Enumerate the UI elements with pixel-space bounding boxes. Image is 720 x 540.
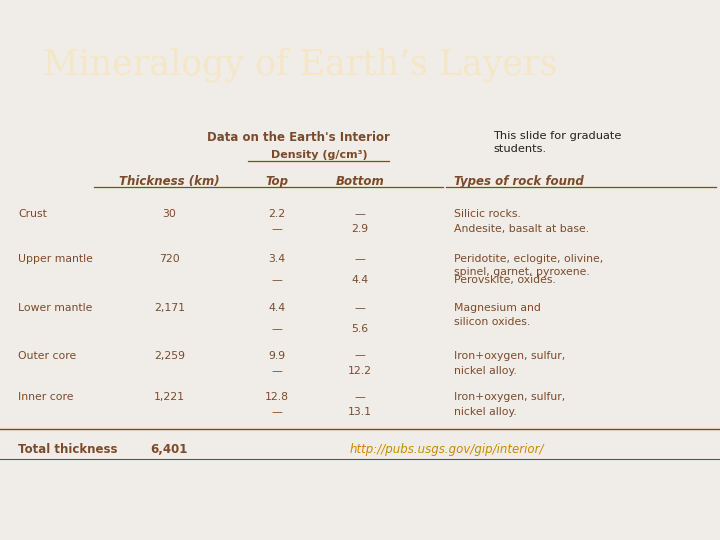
Text: 9.9: 9.9	[269, 350, 286, 361]
Text: 4.4: 4.4	[269, 303, 286, 313]
Text: Iron+oxygen, sulfur,: Iron+oxygen, sulfur,	[454, 350, 565, 361]
Text: Total thickness: Total thickness	[18, 442, 117, 456]
Text: Mineralogy of Earth’s Layers: Mineralogy of Earth’s Layers	[43, 48, 558, 82]
Text: Crust: Crust	[18, 210, 47, 219]
Text: Top: Top	[266, 176, 289, 188]
Text: Bottom: Bottom	[336, 176, 384, 188]
Text: 2,259: 2,259	[153, 350, 185, 361]
Text: 2,171: 2,171	[153, 303, 185, 313]
Text: 4.4: 4.4	[351, 275, 369, 285]
Text: Density (g/cm³): Density (g/cm³)	[271, 150, 367, 160]
Text: Andesite, basalt at base.: Andesite, basalt at base.	[454, 224, 589, 234]
Text: 2.9: 2.9	[351, 224, 369, 234]
Text: nickel alloy.: nickel alloy.	[454, 407, 516, 417]
Text: Lower mantle: Lower mantle	[18, 303, 92, 313]
Text: —: —	[271, 366, 283, 376]
Text: 13.1: 13.1	[348, 407, 372, 417]
Text: 12.8: 12.8	[265, 392, 289, 402]
Text: Upper mantle: Upper mantle	[18, 254, 93, 264]
Text: Types of rock found: Types of rock found	[454, 176, 583, 188]
Text: Magnesium and
silicon oxides.: Magnesium and silicon oxides.	[454, 303, 541, 327]
Text: Inner core: Inner core	[18, 392, 73, 402]
Text: 3.4: 3.4	[269, 254, 286, 264]
Text: Outer core: Outer core	[18, 350, 76, 361]
Text: Iron+oxygen, sulfur,: Iron+oxygen, sulfur,	[454, 392, 565, 402]
Text: http://pubs.usgs.gov/gip/interior/: http://pubs.usgs.gov/gip/interior/	[349, 442, 544, 456]
Text: —: —	[354, 254, 366, 264]
Text: This slide for graduate
students.: This slide for graduate students.	[493, 131, 621, 154]
Text: 30: 30	[162, 210, 176, 219]
Text: Data on the Earth's Interior: Data on the Earth's Interior	[207, 131, 390, 144]
Text: 2.2: 2.2	[269, 210, 286, 219]
Text: 6,401: 6,401	[150, 442, 188, 456]
Text: 1,221: 1,221	[153, 392, 185, 402]
Text: —: —	[271, 324, 283, 334]
Text: 720: 720	[159, 254, 179, 264]
Text: Perovskite, oxides.: Perovskite, oxides.	[454, 275, 555, 285]
Text: Silicic rocks.: Silicic rocks.	[454, 210, 521, 219]
Text: —: —	[354, 350, 366, 361]
Text: —: —	[354, 392, 366, 402]
Text: 12.2: 12.2	[348, 366, 372, 376]
Text: —: —	[271, 275, 283, 285]
Text: —: —	[354, 303, 366, 313]
Text: Thickness (km): Thickness (km)	[119, 176, 220, 188]
Text: —: —	[354, 210, 366, 219]
Text: Peridotite, eclogite, olivine,
spinel, garnet, pyroxene.: Peridotite, eclogite, olivine, spinel, g…	[454, 254, 603, 277]
Text: nickel alloy.: nickel alloy.	[454, 366, 516, 376]
Text: —: —	[271, 407, 283, 417]
Text: 5.6: 5.6	[351, 324, 369, 334]
Text: —: —	[271, 224, 283, 234]
